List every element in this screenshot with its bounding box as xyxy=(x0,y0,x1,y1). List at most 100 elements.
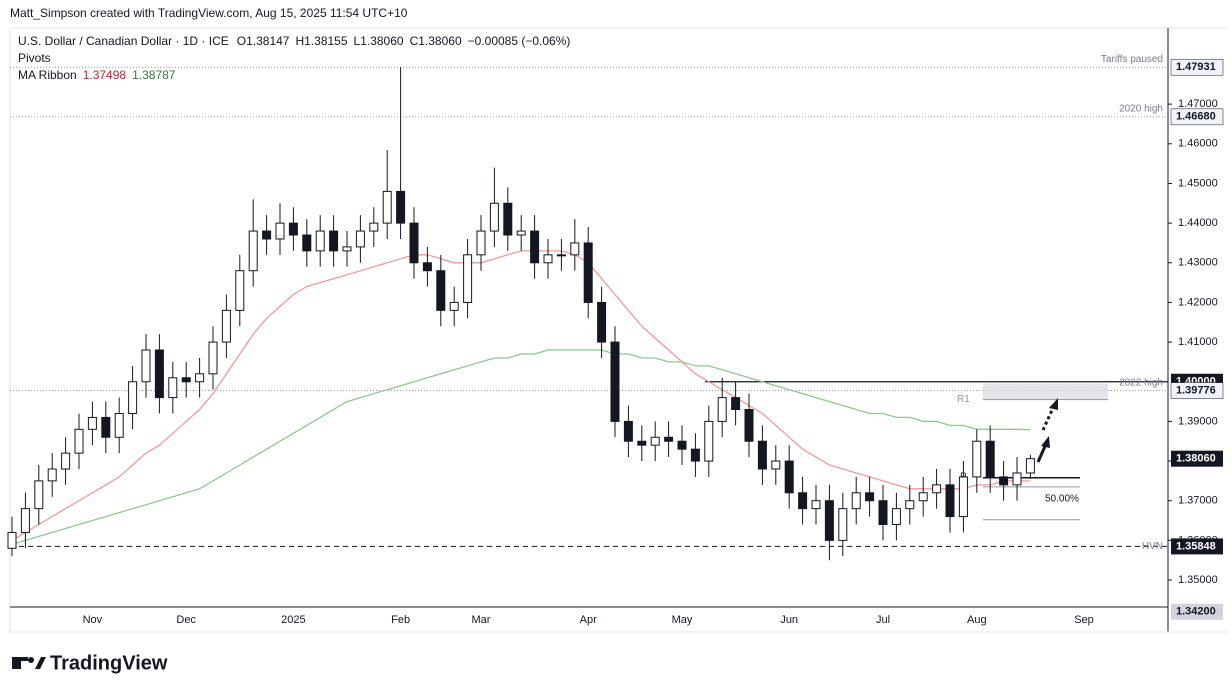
indicator-name: MA Ribbon xyxy=(18,68,77,82)
x-tick-label: Jul xyxy=(876,614,890,626)
candle-body xyxy=(74,428,84,454)
level-label: 2022 high xyxy=(1119,377,1163,388)
arrow-solid xyxy=(1036,443,1048,463)
price-tag: 1.39776 xyxy=(1176,385,1216,397)
candle-body xyxy=(798,492,808,510)
candle-body xyxy=(851,492,861,510)
candle-body xyxy=(650,436,660,446)
level-label: 2020 high xyxy=(1119,103,1163,114)
candle-body xyxy=(235,270,245,311)
x-tick-label: Mar xyxy=(472,614,491,626)
candle-body xyxy=(489,202,499,232)
candle-body xyxy=(717,397,727,422)
x-tick-label: Aug xyxy=(967,614,987,626)
candle-body xyxy=(315,230,325,252)
arrow-head xyxy=(1041,436,1050,448)
price-tag: 1.47931 xyxy=(1176,61,1216,73)
candle-body xyxy=(101,416,111,438)
price-tag-bg xyxy=(1171,450,1223,467)
pivot-label: R1 xyxy=(957,394,970,405)
candle-body xyxy=(985,440,995,478)
pivot-zone xyxy=(983,383,1108,400)
candle-body xyxy=(757,440,767,470)
ohlc-label: L1.38060 xyxy=(354,34,404,48)
candle-body xyxy=(34,480,44,510)
logo-mark xyxy=(35,657,46,669)
candle-body xyxy=(583,242,593,303)
x-tick-label: Feb xyxy=(391,614,410,626)
legend: U.S. Dollar / Canadian Dollar · 1D · ICE… xyxy=(18,34,570,82)
candle-body xyxy=(1025,458,1035,474)
arrow-head xyxy=(1049,398,1058,410)
moving-average xyxy=(11,349,1031,545)
candle-body xyxy=(181,377,191,383)
candle-body xyxy=(610,341,620,422)
candle-body xyxy=(958,476,968,518)
price-tag-bg xyxy=(1171,603,1223,620)
candle-body xyxy=(945,484,955,518)
logo-mark xyxy=(12,657,28,661)
candle-body xyxy=(999,476,1009,486)
moving-average xyxy=(11,250,1031,541)
candle-body xyxy=(476,230,486,256)
candle-body xyxy=(731,397,741,411)
symbol: U.S. Dollar / Canadian Dollar · 1D · ICE xyxy=(18,34,229,48)
candle-body xyxy=(824,500,834,541)
x-tick-label: Dec xyxy=(176,614,196,626)
candle-body xyxy=(141,349,151,383)
ohlc-label: C1.38060 xyxy=(410,34,462,48)
price-tag-bg xyxy=(1171,538,1223,555)
ohlc-label: H1.38155 xyxy=(295,34,347,48)
candle-body xyxy=(221,309,231,343)
price-tag: 1.46680 xyxy=(1176,111,1216,123)
candle-body xyxy=(865,492,875,502)
candle-body xyxy=(972,440,982,478)
y-tick-label: 1.45000 xyxy=(1178,177,1218,189)
candle-body xyxy=(503,202,513,236)
candle-body xyxy=(154,349,164,399)
x-tick-label: Jun xyxy=(780,614,798,626)
candle-body xyxy=(382,190,392,224)
price-tag-bg xyxy=(1170,382,1224,399)
brand-name: TradingView xyxy=(50,652,168,674)
candle-body xyxy=(530,230,540,264)
candle-body xyxy=(369,222,379,232)
indicator-name: Pivots xyxy=(18,51,51,65)
candle-body xyxy=(7,531,17,549)
price-tag-bg xyxy=(1170,58,1224,76)
price-tag: 1.34200 xyxy=(1176,606,1216,618)
candle-body xyxy=(208,341,218,375)
y-tick-label: 1.37000 xyxy=(1178,495,1218,507)
y-tick-label: 1.35000 xyxy=(1178,574,1218,586)
candle-body xyxy=(677,440,687,450)
candle-body xyxy=(168,377,178,399)
candle-body xyxy=(704,420,714,462)
candle-body xyxy=(409,222,419,264)
logo-mark xyxy=(28,657,34,663)
ohlc-label: −0.00085 (−0.06%) xyxy=(468,34,571,48)
candle-body xyxy=(87,416,97,430)
candle-body xyxy=(811,500,821,510)
level-label: Tariffs paused xyxy=(1101,54,1163,65)
candle-body xyxy=(1012,472,1022,486)
candle-body xyxy=(932,484,942,494)
candle-body xyxy=(597,301,607,343)
y-tick-label: 1.46000 xyxy=(1178,138,1218,150)
y-tick-label: 1.39000 xyxy=(1178,415,1218,427)
candle-body xyxy=(47,468,57,482)
candle-body xyxy=(61,452,71,470)
brand: TradingView xyxy=(12,652,168,674)
candle-body xyxy=(543,254,553,264)
candle-body xyxy=(744,409,754,442)
indicator-value: 1.38787 xyxy=(132,68,176,82)
candle-body xyxy=(302,234,312,252)
level-label: HVN xyxy=(1142,541,1163,552)
candle-body xyxy=(690,448,700,462)
candle-body xyxy=(784,460,794,494)
price-tag: 1.38060 xyxy=(1176,453,1216,465)
x-tick-label: May xyxy=(672,614,693,626)
candle-body xyxy=(396,190,406,224)
x-tick-label: 2025 xyxy=(281,614,305,626)
